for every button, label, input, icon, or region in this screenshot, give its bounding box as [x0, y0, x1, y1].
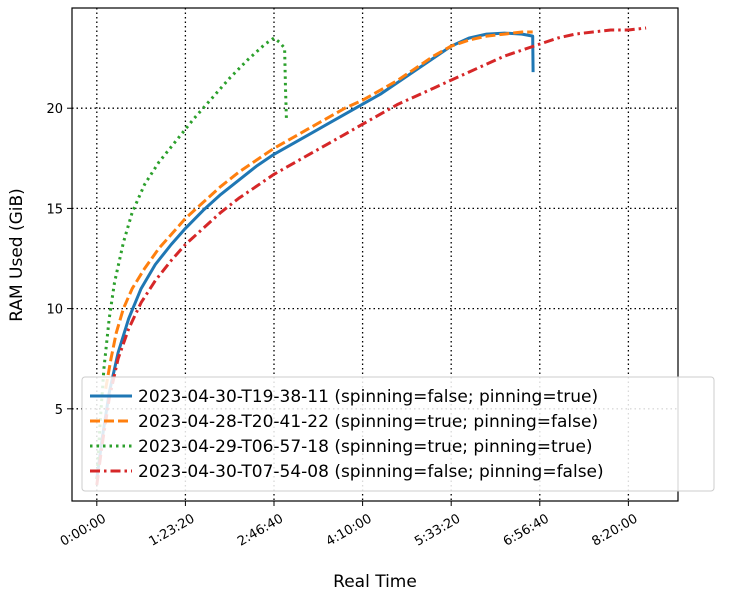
y-tick-label: 10: [46, 303, 63, 318]
y-tick-label: 5: [55, 403, 63, 418]
series-line-1: [95, 31, 535, 480]
legend-label-1: 2023-04-30-T19-38-11 (spinning=false; pi…: [138, 387, 598, 407]
series-line-4: [95, 26, 647, 486]
series-line-3: [95, 36, 288, 480]
series-layer: [95, 26, 647, 486]
legend: 2023-04-30-T19-38-11 (spinning=false; pi…: [81, 376, 715, 492]
plot-frame: [71, 7, 679, 502]
y-axis-label: RAM Used (GiB): [7, 188, 27, 322]
legend-box: [81, 376, 715, 492]
x-axis-label: Real Time: [333, 572, 417, 592]
series-line-2: [104, 30, 533, 390]
legend-label-2: 2023-04-28-T20-41-22 (spinning=true; pin…: [138, 412, 598, 432]
legend-label-4: 2023-04-30-T07-54-08 (spinning=false; pi…: [138, 462, 604, 482]
y-tick-label: 20: [46, 102, 63, 117]
y-tick-label: 15: [46, 202, 63, 217]
legend-label-3: 2023-04-29-T06-57-18 (spinning=true; pin…: [138, 437, 593, 457]
